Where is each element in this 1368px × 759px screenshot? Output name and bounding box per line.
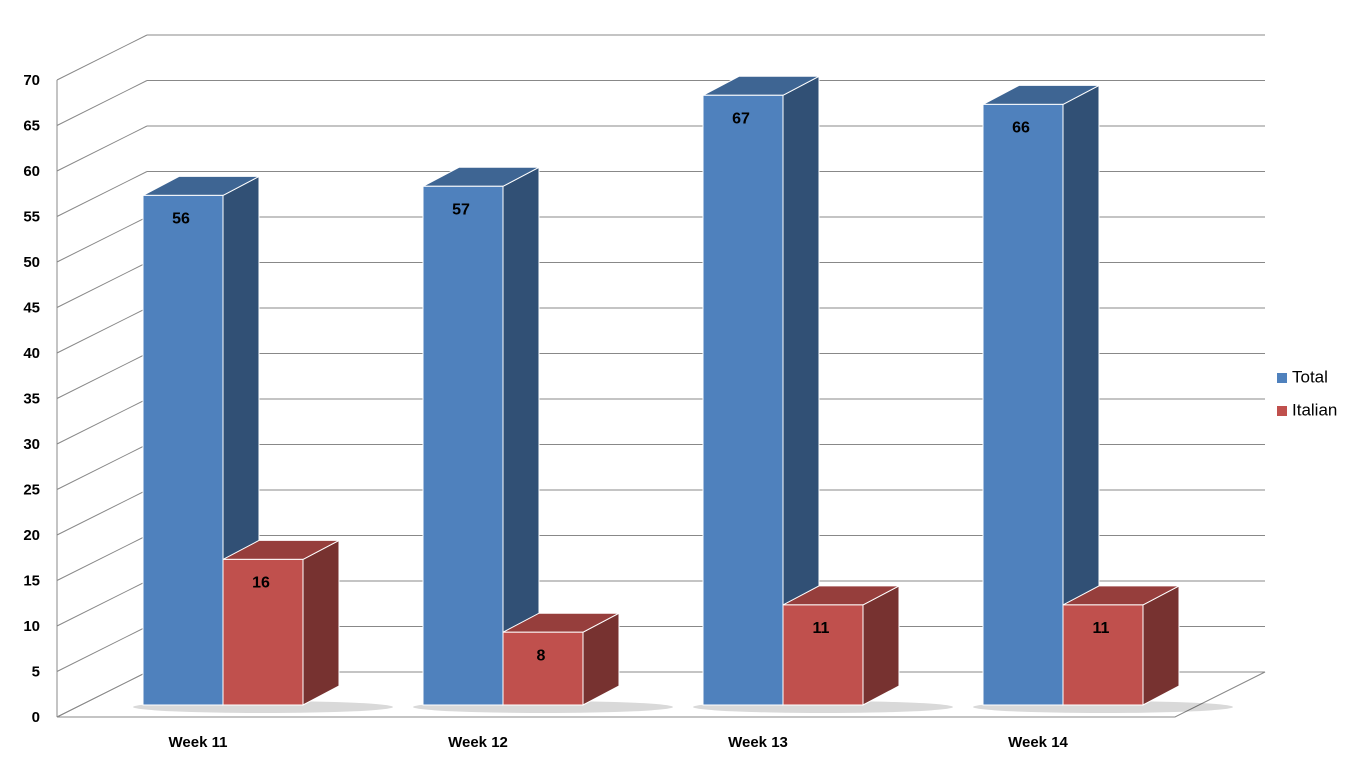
legend-label: Total xyxy=(1292,367,1328,386)
data-label: 16 xyxy=(252,575,270,592)
y-tick-label: 0 xyxy=(32,709,40,726)
y-tick-label: 60 xyxy=(23,163,40,180)
grid-line-side xyxy=(56,535,148,581)
bar xyxy=(422,166,540,706)
data-label: 67 xyxy=(732,111,750,128)
grid-line-side xyxy=(56,34,148,81)
y-tick-label: 20 xyxy=(23,527,40,544)
grid-line-side xyxy=(56,626,148,672)
grid-line-side xyxy=(56,398,148,445)
bar-front xyxy=(782,604,864,706)
bar-side xyxy=(1142,585,1180,706)
data-label: 56 xyxy=(172,211,190,228)
y-tick-label: 55 xyxy=(23,208,40,225)
legend-swatch xyxy=(1277,406,1287,416)
bar-front xyxy=(222,558,304,706)
data-label: 11 xyxy=(813,620,830,637)
x-tick-label: Week 13 xyxy=(728,734,788,751)
x-tick-label: Week 12 xyxy=(448,734,508,751)
grid-line-side xyxy=(56,216,148,263)
grid-line-side xyxy=(56,489,148,536)
grid-line-side xyxy=(56,171,148,217)
grid-line-side xyxy=(56,444,148,490)
bar-front xyxy=(702,94,784,706)
bar xyxy=(702,75,820,706)
y-tick-label: 10 xyxy=(23,618,40,635)
x-tick-label: Week 14 xyxy=(1008,734,1068,751)
grid-line-side xyxy=(56,262,148,308)
bar xyxy=(502,612,620,706)
x-tick-label: Week 11 xyxy=(169,734,228,751)
y-tick-label: 35 xyxy=(23,390,40,407)
y-tick-label: 30 xyxy=(23,436,40,453)
data-label: 66 xyxy=(1012,120,1030,137)
y-tick-label: 65 xyxy=(23,117,40,134)
y-tick-label: 5 xyxy=(32,663,40,680)
y-tick-label: 70 xyxy=(23,72,40,89)
bar-front xyxy=(422,185,504,706)
bar xyxy=(1062,585,1180,706)
grid-line-side xyxy=(56,353,148,399)
grid-line-side xyxy=(56,125,148,172)
grid-line-side xyxy=(56,80,148,126)
y-tick-label: 50 xyxy=(23,254,40,271)
bar-front xyxy=(502,631,584,706)
bar xyxy=(782,585,900,706)
grid-line-side xyxy=(56,671,148,718)
y-tick-label: 40 xyxy=(23,345,40,362)
grid-line-side xyxy=(56,307,148,354)
data-label: 57 xyxy=(452,202,470,219)
data-label: 11 xyxy=(1093,620,1110,637)
bar-front xyxy=(982,103,1064,706)
grid-line-side xyxy=(56,580,148,627)
bar-side xyxy=(862,585,900,706)
y-tick-label: 15 xyxy=(23,572,40,589)
bar-front xyxy=(142,194,224,706)
data-label: 8 xyxy=(537,647,546,664)
bars: Week 11 56 16 Week 12 57 8 Week 13 67 11 Week 14 6… xyxy=(133,75,1233,751)
bar-side xyxy=(302,539,340,706)
bar-front xyxy=(1062,604,1144,706)
legend-swatch xyxy=(1277,373,1287,383)
bar xyxy=(982,84,1100,706)
legend-label: Italian xyxy=(1292,400,1337,419)
bar xyxy=(222,539,340,706)
y-tick-label: 25 xyxy=(23,481,40,498)
y-tick-label: 45 xyxy=(23,299,40,316)
